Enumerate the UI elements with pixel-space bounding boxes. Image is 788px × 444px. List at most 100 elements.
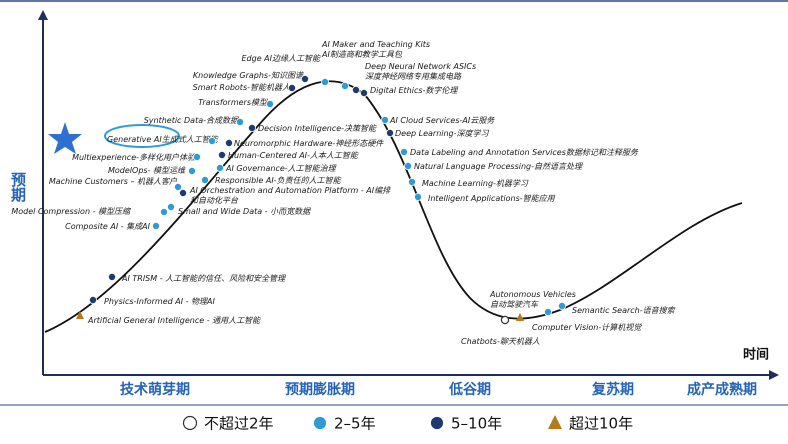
label-line: Data Labeling and Annotation Services数据标… bbox=[410, 148, 639, 157]
label-line: AI TRISM - 人工智能的信任、风险和安全管理 bbox=[121, 274, 286, 283]
label-line: Edge AI边缘人工智能 bbox=[241, 54, 321, 63]
marker bbox=[340, 82, 349, 91]
label-line: Semantic Search-语音搜索 bbox=[572, 306, 676, 315]
label-line: Small and Wide Data - 小而宽数据 bbox=[178, 207, 311, 216]
label-line: Autonomous Vehicles bbox=[489, 290, 576, 299]
tech-label: Decision Intelligence-决策智能 bbox=[258, 124, 377, 133]
y-axis-label: 预期 bbox=[9, 172, 27, 203]
label-line: Multiexperience-多样化用户体验 bbox=[72, 153, 196, 162]
tech-label: Deep Neural Network ASICs 深度神经网络专用集成电路 bbox=[365, 62, 476, 81]
legend-label: 不超过2年 bbox=[204, 415, 274, 433]
tech-label: Human-Centered AI-人本人工智能 bbox=[228, 151, 359, 160]
label-line: Machine Customers – 机器人客户 bbox=[49, 177, 178, 186]
label-line: Digital Ethics-数字伦理 bbox=[370, 86, 458, 95]
marker bbox=[558, 301, 567, 310]
label-line: Intelligent Applications-智能应用 bbox=[428, 194, 556, 203]
label-line: AI Maker and Teaching Kits bbox=[321, 40, 430, 49]
marker bbox=[173, 182, 182, 191]
x-arrow bbox=[769, 370, 779, 380]
tech-label: Deep Learning-深度学习 bbox=[395, 129, 490, 138]
tech-label: Synthetic Data-合成数据 bbox=[144, 116, 239, 125]
label-line: 和自动化平台 bbox=[190, 196, 239, 205]
tech-label: Multiexperience-多样化用户体验 bbox=[72, 153, 196, 162]
tech-label: Autonomous Vehicles 自动驾驶汽车 bbox=[489, 290, 576, 309]
phase-label: 复苏期 bbox=[591, 381, 634, 398]
marker bbox=[500, 315, 510, 325]
tech-label: Small and Wide Data - 小而宽数据 bbox=[178, 207, 311, 216]
marker bbox=[166, 202, 175, 211]
tech-label: Smart Robots-智能机器人 bbox=[193, 83, 290, 92]
label-line: Responsible AI-负责任的人工智能 bbox=[215, 176, 342, 185]
tech-label: Intelligent Applications-智能应用 bbox=[428, 194, 556, 203]
label-line: AI Cloud Services-AI云服务 bbox=[389, 116, 495, 125]
marker bbox=[235, 118, 244, 127]
phase-label: 低谷期 bbox=[448, 381, 491, 398]
marker bbox=[548, 415, 562, 429]
tech-label: Semantic Search-语音搜索 bbox=[572, 306, 676, 315]
marker bbox=[399, 147, 408, 156]
marker bbox=[159, 207, 168, 216]
legend-label: 5–10年 bbox=[451, 415, 502, 433]
label-line: Deep Learning-深度学习 bbox=[395, 129, 490, 138]
tech-label: Knowledge Graphs-知识图谱 bbox=[193, 71, 304, 80]
marker bbox=[313, 416, 327, 430]
marker bbox=[359, 89, 368, 98]
label-line: Model Compression - 模型压缩 bbox=[11, 207, 132, 216]
marker bbox=[217, 150, 226, 159]
marker bbox=[187, 166, 196, 175]
star bbox=[48, 122, 82, 154]
tech-label: Data Labeling and Annotation Services数据标… bbox=[410, 148, 639, 157]
marker bbox=[76, 311, 84, 319]
tech-label: Transformers模型 bbox=[198, 98, 268, 107]
marker bbox=[300, 75, 309, 84]
label-line: ModelOps- 模型运维 bbox=[108, 166, 186, 175]
marker bbox=[516, 313, 524, 321]
marker bbox=[151, 221, 160, 230]
label-line: Artificial General Intelligence - 通用人工智能 bbox=[87, 316, 261, 325]
marker bbox=[385, 128, 394, 137]
label-line: Neuromorphic Hardware-神经形态硬件 bbox=[234, 139, 384, 148]
label-line: Computer Vision-计算机视觉 bbox=[532, 323, 642, 332]
tech-label: AI Maker and Teaching Kits AI制造商和教学工具包 bbox=[321, 40, 430, 59]
label-line: Knowledge Graphs-知识图谱 bbox=[193, 71, 304, 80]
highlight bbox=[104, 124, 180, 148]
label-line: AI Governance-人工智能治理 bbox=[225, 164, 337, 173]
marker bbox=[430, 416, 444, 430]
label-line: AI Orchestration and Automation Platform… bbox=[189, 186, 391, 195]
tech-label: AI TRISM - 人工智能的信任、风险和安全管理 bbox=[121, 274, 286, 283]
label-line: 自动驾驶汽车 bbox=[490, 300, 539, 309]
tech-label: Generative AI生成式人工智能 bbox=[107, 135, 219, 144]
marker bbox=[89, 295, 98, 304]
phase-label: 技术萌芽期 bbox=[120, 381, 190, 398]
marker bbox=[403, 161, 412, 170]
tech-label: Physics-Informed AI - 物理AI bbox=[104, 297, 216, 306]
marker bbox=[265, 100, 274, 109]
marker bbox=[224, 138, 233, 147]
tech-label: Chatbots-聊天机器人 bbox=[461, 337, 540, 346]
tech-label: AI Governance-人工智能治理 bbox=[225, 164, 337, 173]
tech-label: ModelOps- 模型运维 bbox=[108, 166, 186, 175]
marker bbox=[247, 124, 256, 133]
legend-label: 超过10年 bbox=[569, 415, 633, 433]
tech-label: AI Cloud Services-AI云服务 bbox=[389, 116, 495, 125]
label-line: Transformers模型 bbox=[198, 98, 268, 107]
label-line: AI制造商和教学工具包 bbox=[321, 50, 403, 59]
y-arrow bbox=[38, 10, 48, 20]
marker bbox=[413, 192, 422, 201]
marker bbox=[182, 415, 198, 431]
tech-label: Neuromorphic Hardware-神经形态硬件 bbox=[234, 139, 384, 148]
legend-label: 2–5年 bbox=[334, 415, 376, 433]
marker bbox=[200, 175, 209, 184]
marker bbox=[215, 163, 224, 172]
marker bbox=[544, 307, 553, 316]
tech-label: Machine Learning-机器学习 bbox=[422, 179, 529, 188]
tech-label: Composite AI - 集成AI bbox=[65, 222, 151, 231]
marker bbox=[207, 136, 216, 145]
marker bbox=[320, 78, 329, 87]
x-axis-label: 时间 bbox=[743, 347, 769, 363]
tech-label: Model Compression - 模型压缩 bbox=[11, 207, 132, 216]
marker bbox=[380, 116, 389, 125]
label-line: 深度神经网络专用集成电路 bbox=[365, 72, 462, 81]
tech-label: Digital Ethics-数字伦理 bbox=[370, 86, 458, 95]
